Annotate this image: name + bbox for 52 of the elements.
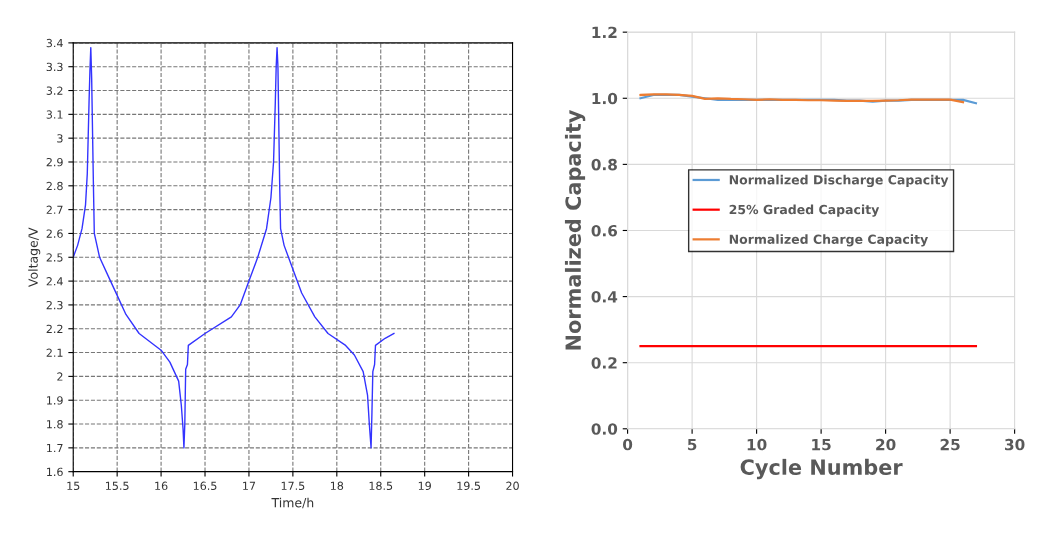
x-tick-label: 19.5: [457, 481, 481, 490]
y-tick-label: 0.8: [591, 158, 617, 171]
y-tick-label: 3.2: [46, 86, 63, 95]
y-tick-label: 2.7: [46, 205, 63, 214]
y-tick-label: 1.0: [592, 92, 618, 105]
y-tick-label: 2.5: [46, 253, 63, 262]
y-tick-label: 3.1: [46, 110, 63, 119]
y-tick-label: 1.6: [47, 467, 63, 477]
x-axis-title: Time/h: [271, 497, 314, 509]
legend-label: Normalized Charge Capacity: [729, 234, 928, 247]
y-tick-label: 2.2: [46, 324, 63, 333]
x-tick-label: 10: [747, 438, 767, 451]
x-tick-label: 20: [876, 438, 896, 451]
y-tick-label: 1.2: [592, 26, 617, 38]
x-tick-label: 15: [812, 438, 831, 451]
x-tick-label: 17.5: [281, 481, 305, 490]
x-tick-label: 0: [623, 438, 633, 451]
y-tick-label: 1.9: [47, 396, 63, 405]
x-tick-label: 15: [67, 481, 80, 490]
y-tick-label: 0.0: [591, 423, 618, 435]
x-tick-label: 30: [1005, 438, 1025, 451]
x-tick-label: 5: [687, 438, 697, 451]
x-tick-label: 18: [330, 481, 344, 490]
legend-label: 25% Graded Capacity: [729, 204, 880, 217]
y-axis-title: Voltage/V: [28, 227, 41, 288]
y-tick-label: 2.4: [46, 277, 63, 286]
x-tick-label: 17: [243, 481, 256, 490]
y-tick-label: 2: [57, 372, 63, 381]
y-tick-label: 2.1: [46, 348, 63, 357]
x-tick-label: 18.5: [369, 481, 393, 490]
y-tick-label: 2.9: [46, 157, 63, 167]
y-tick-label: 2.6: [46, 229, 63, 238]
y-tick-label: 0.6: [591, 224, 618, 237]
x-axis-title: Cycle Number: [740, 458, 903, 480]
y-tick-label: 1.8: [47, 420, 63, 429]
y-tick-label: 3.3: [46, 62, 63, 72]
y-tick-label: 2.8: [46, 181, 63, 191]
legend-label: Normalized Discharge Capacity: [729, 174, 949, 188]
x-tick-label: 16: [155, 481, 168, 490]
y-tick-label: 0.4: [591, 291, 618, 303]
y-tick-label: 3: [57, 134, 63, 143]
y-axis-title: Normalized Capacity: [564, 109, 586, 350]
x-tick-label: 19: [418, 481, 431, 490]
x-tick-label: 20: [506, 481, 519, 490]
y-tick-label: 3.4: [46, 38, 63, 48]
line-series: [73, 46, 395, 449]
x-tick-label: 16.5: [193, 481, 217, 490]
x-tick-label: 25: [940, 438, 960, 451]
y-tick-label: 1.7: [47, 443, 63, 453]
y-tick-label: 0.2: [591, 357, 617, 369]
y-tick-label: 2.3: [46, 300, 63, 310]
x-tick-label: 15.5: [106, 481, 129, 490]
